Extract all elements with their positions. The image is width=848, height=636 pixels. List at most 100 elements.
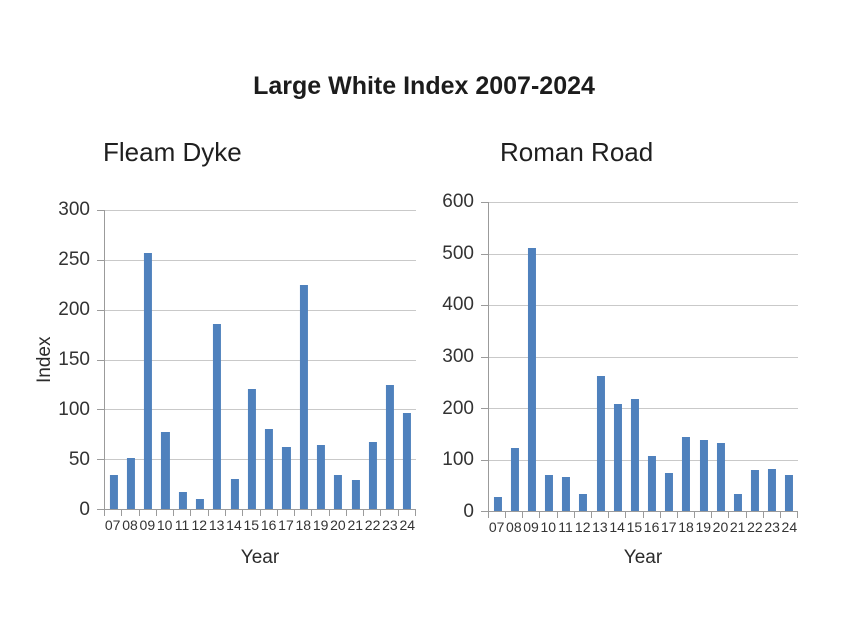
y-tick-mark-200 (481, 408, 489, 410)
x-tick-mark (397, 510, 399, 516)
x-tick-mark (797, 512, 798, 518)
bar-23 (386, 385, 395, 509)
x-tick-label-07: 07 (488, 519, 505, 535)
x-tick-label-08: 08 (506, 519, 522, 535)
x-tick-mark (488, 512, 489, 518)
y-tick-mark-100 (481, 459, 489, 461)
y-tick-mark-250 (97, 259, 105, 261)
x-tick-label-09: 09 (523, 519, 539, 535)
x-tick-label-22: 22 (364, 517, 381, 533)
bar-18 (682, 437, 691, 511)
x-tick-label-11: 11 (174, 517, 190, 533)
bar-24 (403, 413, 412, 509)
x-tick-label-14: 14 (226, 517, 242, 533)
x-tick-mark (779, 512, 781, 518)
plot-area (97, 210, 416, 516)
y-tick-label-300: 300 (442, 346, 474, 367)
bar-09 (144, 252, 153, 509)
y-tick-label-0: 0 (79, 499, 90, 520)
bar-13 (596, 376, 605, 511)
x-tick-label-16: 16 (260, 517, 277, 533)
x-tick-label-23: 23 (764, 519, 780, 535)
bar-22 (751, 470, 760, 511)
gridline-600 (489, 202, 798, 203)
x-tick-mark (522, 512, 524, 518)
x-tick-mark (642, 512, 644, 518)
bar-10 (545, 474, 554, 511)
x-tick-mark (590, 512, 592, 518)
y-tick-labels: 0 50 100 150 200 250 300 (30, 200, 104, 520)
x-tick-mark (380, 510, 382, 516)
x-tick-label-21: 21 (347, 517, 364, 533)
y-tick-mark-150 (97, 359, 105, 361)
x-tick-label-17: 17 (661, 519, 677, 535)
x-tick-label-15: 15 (626, 519, 643, 535)
bar-22 (368, 442, 377, 509)
x-tick-label-09: 09 (139, 517, 156, 533)
x-tick-labels: 07 08 09 10 11 12 13 14 15 16 17 18 19 20 21 22 23 24 (488, 518, 798, 536)
bar-23 (768, 468, 777, 511)
x-tick-mark (224, 510, 226, 516)
x-axis-title: Year (623, 547, 663, 568)
bar-16 (648, 455, 657, 511)
x-tick-label-15: 15 (243, 517, 260, 533)
y-tick-label-100: 100 (58, 399, 90, 421)
bar-18 (299, 284, 308, 509)
y-tick-mark-200 (97, 309, 105, 311)
gridline-300 (105, 210, 416, 211)
x-tick-mark (745, 512, 747, 518)
bar-08 (510, 448, 519, 511)
y-tick-labels: 0 100 200 300 400 500 600 (430, 192, 488, 522)
bar-21 (351, 480, 360, 509)
chart-fleam-dyke: Fleam Dyke Index 0 50 100 150 200 250 300 07 08… (30, 135, 430, 605)
bar-15 (247, 389, 256, 509)
x-tick-label-23: 23 (382, 517, 398, 533)
chart-title-roman-road: Roman Road (500, 137, 654, 167)
y-tick-label-200: 200 (58, 299, 90, 321)
bar-13 (213, 323, 222, 509)
bar-15 (630, 398, 639, 511)
x-tick-label-24: 24 (781, 519, 798, 535)
x-tick-label-17: 17 (278, 517, 294, 533)
bar-20 (716, 442, 725, 511)
bar-21 (733, 494, 742, 511)
main-title: Large White Index 2007-2024 (253, 72, 595, 100)
x-tick-label-18: 18 (678, 519, 694, 535)
bar-11 (562, 477, 571, 511)
x-tick-mark (242, 510, 244, 516)
bar-14 (230, 479, 239, 509)
bar-07 (109, 475, 118, 509)
x-tick-mark (539, 512, 541, 518)
bar-16 (265, 429, 274, 509)
x-tick-mark (259, 510, 261, 516)
x-tick-mark (173, 510, 175, 516)
chart-roman-road: Roman Road 0 100 200 300 400 500 600 07 08 09 10 1… (430, 135, 830, 605)
x-tick-mark (659, 512, 661, 518)
bar-12 (195, 499, 205, 509)
x-tick-mark (311, 510, 313, 516)
x-tick-mark (121, 510, 123, 516)
bar-17 (282, 447, 291, 509)
bar-17 (665, 472, 674, 511)
y-tick-mark-50 (97, 459, 105, 461)
x-tick-label-08: 08 (122, 517, 138, 533)
y-tick-label-500: 500 (442, 242, 474, 264)
x-tick-mark (363, 510, 365, 516)
x-tick-label-12: 12 (574, 519, 591, 535)
y-tick-label-50: 50 (68, 449, 90, 471)
y-tick-mark-100 (97, 409, 105, 411)
y-tick-label-100: 100 (442, 449, 474, 471)
x-tick-mark (728, 512, 730, 518)
x-tick-mark (693, 512, 695, 518)
y-tick-label-0: 0 (463, 501, 474, 522)
x-tick-mark (276, 510, 278, 516)
x-tick-mark (711, 512, 713, 518)
x-tick-label-07: 07 (104, 517, 121, 533)
x-tick-label-24: 24 (399, 517, 416, 533)
x-tick-label-20: 20 (712, 519, 729, 535)
y-tick-mark-500 (481, 253, 489, 255)
x-tick-mark (190, 510, 192, 516)
x-tick-label-14: 14 (609, 519, 625, 535)
y-tick-mark-600 (481, 202, 489, 203)
x-tick-mark (608, 512, 610, 518)
